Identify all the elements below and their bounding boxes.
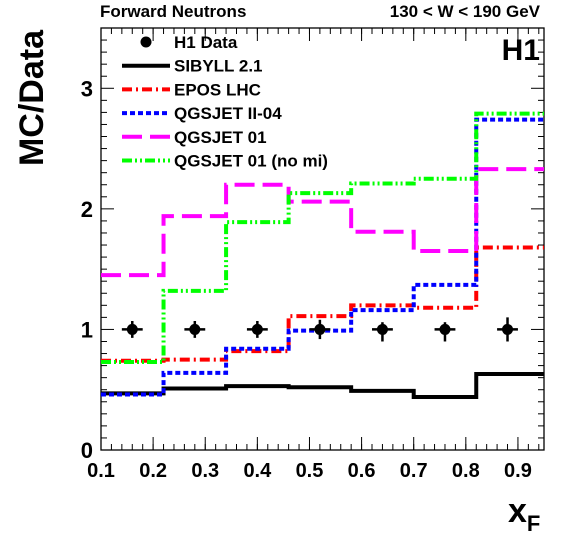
x-tick-label: 0.7 [400,460,428,482]
series-line-1 [101,245,544,363]
data-point-marker [126,323,138,335]
data-point [372,322,393,342]
legend-label: QGSJET 01 (no mi) [174,152,328,171]
x-axis-label: xF [508,492,540,536]
x-tick-label: 0.6 [348,460,376,482]
legend-entry: H1 Data [140,33,238,52]
x-tick-label: 0.2 [139,460,167,482]
y-tick-label: 3 [81,76,93,101]
data-points-layer [121,317,518,342]
data-point [309,319,331,340]
legend-label: H1 Data [174,33,238,52]
x-tick-label: 0.5 [296,460,324,482]
experiment-label: H1 [502,34,540,67]
data-point-marker [376,323,388,335]
series-line-4 [101,111,544,364]
header-right: 130 < W < 190 GeV [390,2,541,21]
legend-entry: QGSJET 01 (no mi) [122,152,328,171]
data-point [497,317,518,342]
x-tick-label: 0.8 [452,460,480,482]
y-axis-label: MC/Data [13,29,51,166]
legend: H1 Data SIBYLL 2.1 EPOS LHC QGSJET II-04 QGS… [122,33,328,171]
y-tick-label: 0 [81,438,93,463]
data-point [184,320,206,338]
data-point-marker [502,323,514,335]
x-tick-label: 0.1 [87,460,115,482]
axis-ticks: 0.1 0.2 0.3 0.4 0.5 0.6 0.7 0.8 0.9 0 1 2 3 [81,28,544,482]
x-axis-label-sub: F [527,511,540,536]
data-point [246,320,268,338]
legend-entry: SIBYLL 2.1 [122,57,263,76]
data-point [434,322,456,342]
data-point-marker [251,323,263,335]
series-line-3 [101,167,544,278]
legend-entry: QGSJET II-04 [122,104,282,123]
x-tick-label: 0.3 [191,460,219,482]
y-tick-label: 2 [81,197,93,222]
x-tick-label: 0.4 [243,460,272,482]
plot-frame [100,27,545,451]
x-tick-label: 0.9 [504,460,532,482]
legend-marker [140,36,152,48]
data-point-marker [314,323,326,335]
data-point-marker [189,323,201,335]
legend-label: QGSJET 01 [174,128,267,147]
legend-label: SIBYLL 2.1 [174,57,263,76]
y-tick-label: 1 [81,317,93,342]
data-point [121,320,143,338]
legend-label: EPOS LHC [174,80,261,99]
series-line-0 [101,372,544,399]
header-left: Forward Neutrons [100,2,246,21]
legend-entry: QGSJET 01 [122,128,267,147]
x-axis-label-main: x [508,492,527,530]
legend-label: QGSJET II-04 [174,104,282,123]
legend-entry: EPOS LHC [122,80,261,99]
data-point-marker [439,323,451,335]
